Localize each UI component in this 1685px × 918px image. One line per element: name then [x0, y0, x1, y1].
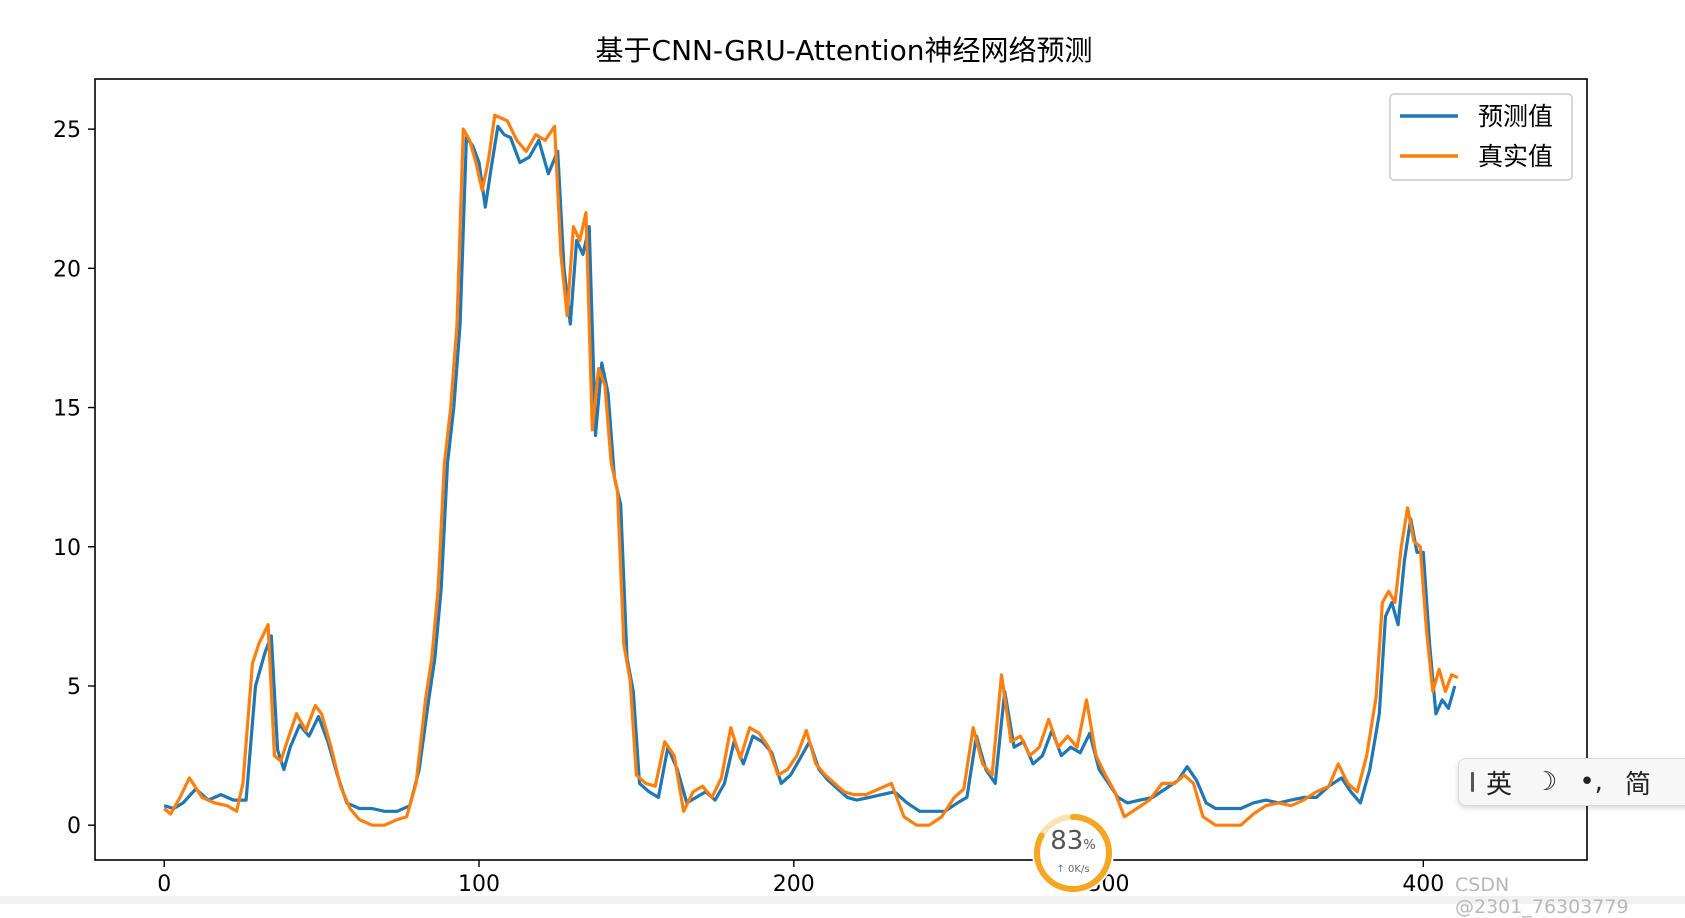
y-tick-label: 25	[53, 118, 81, 143]
ime-toolbar[interactable]: 英 ☽ •, 简	[1458, 758, 1685, 806]
bottom-strip	[0, 896, 1685, 904]
x-tick-label: 0	[157, 872, 171, 897]
series-line-predicted	[163, 124, 1457, 813]
progress-ring-icon	[1034, 814, 1112, 892]
y-tick-label: 5	[67, 675, 81, 700]
y-tick-label: 0	[67, 814, 81, 839]
x-tick-label: 400	[1402, 872, 1444, 897]
plot-frame	[94, 78, 1588, 861]
legend-label-predicted: 预测值	[1478, 102, 1553, 131]
ime-simplified-toggle[interactable]: 简	[1624, 769, 1651, 800]
legend: 预测值 真实值	[1389, 93, 1573, 181]
usage-percent: 83%	[1050, 826, 1096, 856]
x-tick-label: 100	[458, 872, 500, 897]
watermark: CSDN @2301_76303779	[1455, 874, 1629, 918]
legend-label-actual: 真实值	[1478, 142, 1553, 171]
y-tick-label: 20	[53, 257, 81, 282]
y-tick-label: 15	[53, 397, 81, 422]
ime-punctuation-toggle[interactable]: •,	[1579, 767, 1603, 797]
ime-drag-handle[interactable]	[1471, 772, 1474, 792]
upload-arrow-icon: ↑	[1056, 864, 1065, 875]
y-tick-label: 10	[53, 536, 81, 561]
series-lines	[163, 113, 1459, 827]
chart-title: 基于CNN-GRU-Attention神经网络预测	[596, 34, 1093, 67]
ime-language-toggle[interactable]: 英	[1486, 769, 1513, 800]
network-monitor-widget[interactable]: 83% ↑ 0K/s	[1032, 812, 1114, 894]
upload-rate: ↑ 0K/s	[1056, 864, 1090, 875]
series-line-actual	[163, 113, 1459, 827]
x-tick-label: 200	[773, 872, 815, 897]
ime-moon-icon[interactable]: ☽	[1534, 767, 1558, 797]
